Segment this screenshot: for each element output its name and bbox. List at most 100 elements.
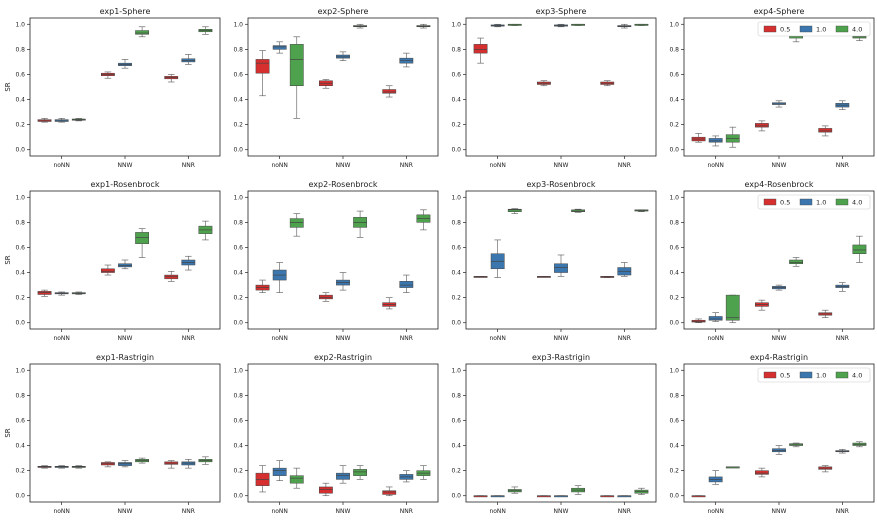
box-1.0-NNW bbox=[554, 495, 568, 498]
y-tick-label: 0.8 bbox=[451, 392, 461, 399]
y-tick-label: 0.8 bbox=[233, 219, 243, 226]
box-1.0-noNN bbox=[54, 291, 69, 296]
y-tick-label: 0.8 bbox=[15, 392, 25, 399]
box-4.0-NNR bbox=[634, 209, 649, 212]
box-4.0-NNR bbox=[852, 441, 867, 448]
subplot-exp4-Sphere: exp4-Sphere 0.0 0.2 0.4 0.6 0.8 1.0 noNN NNW NNR 0… bbox=[669, 7, 875, 169]
x-tick-label: NNR bbox=[836, 162, 849, 169]
x-tick-label: noNN bbox=[271, 335, 287, 342]
legend-label-1.0: 1.0 bbox=[816, 372, 826, 380]
box-0.5-NNR bbox=[382, 85, 397, 98]
y-tick-label: 0.0 bbox=[669, 147, 679, 154]
box-1.0-noNN bbox=[490, 495, 505, 498]
box-4.0-noNN bbox=[71, 291, 86, 295]
x-tick-label: NNW bbox=[118, 335, 133, 342]
x-tick-label: NNR bbox=[400, 508, 413, 515]
x-tick-label: noNN bbox=[707, 508, 723, 515]
y-tick-label: 1.0 bbox=[233, 21, 243, 28]
box-4.0-noNN bbox=[507, 23, 522, 26]
subplot-exp2-Rosenbrock: exp2-Rosenbrock 0.0 0.2 0.4 0.6 0.8 1.0 noNN NNW… bbox=[233, 180, 439, 342]
plot-frame bbox=[29, 190, 221, 330]
box-1.0-NNW bbox=[554, 254, 568, 277]
box-0.5-NNR bbox=[382, 486, 397, 497]
x-tick-label: noNN bbox=[489, 508, 505, 515]
y-tick-label: 0.0 bbox=[669, 320, 679, 327]
legend: 0.5 1.0 4.0 bbox=[757, 21, 871, 37]
box-0.5-NNR bbox=[164, 270, 179, 282]
y-tick-label: 0.4 bbox=[669, 270, 679, 277]
legend-label-4.0: 4.0 bbox=[852, 26, 862, 34]
x-tick-label: NNW bbox=[554, 162, 569, 169]
y-tick-label: 0.4 bbox=[451, 270, 461, 277]
box-body bbox=[255, 59, 270, 74]
box-4.0-NNW bbox=[135, 228, 149, 258]
box-4.0-NNR bbox=[198, 220, 213, 241]
y-tick-label: 0.6 bbox=[669, 71, 679, 78]
box-1.0-noNN bbox=[708, 470, 723, 485]
y-tick-label: 1.0 bbox=[15, 367, 25, 374]
plot-frame bbox=[465, 190, 657, 330]
box-1.0-NNR bbox=[181, 459, 196, 469]
box-body bbox=[336, 472, 350, 480]
plot-frame bbox=[247, 363, 439, 503]
box-0.5-NNR bbox=[600, 495, 615, 498]
box-body bbox=[289, 44, 304, 86]
box-body bbox=[272, 45, 287, 50]
subplot-exp4-Rastrigin: exp4-Rastrigin 0.0 0.2 0.4 0.6 0.8 1.0 noNN NNW N… bbox=[669, 353, 875, 515]
legend-frame bbox=[757, 21, 871, 37]
plot-frame bbox=[247, 190, 439, 330]
box-1.0-noNN bbox=[490, 23, 505, 28]
box-4.0-noNN bbox=[289, 467, 304, 489]
box-1.0-noNN bbox=[708, 135, 723, 147]
box-body bbox=[725, 294, 740, 321]
box-1.0-NNW bbox=[772, 284, 786, 291]
box-body bbox=[708, 316, 723, 321]
y-tick-label: 0.8 bbox=[15, 219, 25, 226]
box-body bbox=[289, 475, 304, 484]
box-4.0-NNR bbox=[416, 23, 431, 29]
box-0.5-NNW bbox=[101, 264, 115, 276]
box-4.0-NNR bbox=[634, 487, 649, 495]
box-1.0-NNR bbox=[399, 274, 414, 293]
box-4.0-NNW bbox=[571, 485, 586, 495]
box-body bbox=[319, 486, 333, 494]
x-tick-label: NNR bbox=[618, 508, 631, 515]
y-tick-label: 0.0 bbox=[451, 493, 461, 500]
y-tick-label: 0.0 bbox=[15, 147, 25, 154]
box-4.0-NNW bbox=[353, 210, 368, 238]
box-body bbox=[554, 263, 568, 273]
y-tick-label: 0.6 bbox=[15, 417, 25, 424]
box-0.5-NNW bbox=[755, 299, 769, 311]
box-1.0-NNR bbox=[399, 52, 414, 68]
box-0.5-noNN bbox=[691, 495, 706, 498]
x-tick-label: NNR bbox=[836, 335, 849, 342]
subplot-exp3-Rosenbrock: exp3-Rosenbrock 0.0 0.2 0.4 0.6 0.8 1.0 noNN NNW… bbox=[451, 180, 657, 342]
box-body bbox=[852, 244, 867, 254]
box-4.0-noNN bbox=[725, 294, 740, 324]
legend-label-0.5: 0.5 bbox=[780, 199, 790, 207]
box-0.5-NNW bbox=[319, 79, 333, 89]
box-4.0-NNW bbox=[353, 465, 368, 480]
x-tick-label: NNR bbox=[400, 162, 413, 169]
y-tick-label: 0.2 bbox=[669, 295, 679, 302]
box-0.5-noNN bbox=[473, 495, 488, 498]
subplot-title: exp2-Rastrigin bbox=[314, 353, 372, 362]
y-tick-label: 0.4 bbox=[15, 97, 25, 104]
x-tick-label: NNR bbox=[618, 162, 631, 169]
y-tick-label: 0.8 bbox=[669, 46, 679, 53]
box-0.5-NNR bbox=[600, 276, 615, 278]
y-tick-label: 1.0 bbox=[669, 21, 679, 28]
box-0.5-NNR bbox=[818, 465, 833, 473]
y-tick-label: 0.4 bbox=[451, 443, 461, 450]
y-tick-label: 0.8 bbox=[451, 219, 461, 226]
legend-label-4.0: 4.0 bbox=[852, 199, 862, 207]
subplot-title: exp3-Rastrigin bbox=[532, 353, 590, 362]
subplot-title: exp2-Sphere bbox=[318, 7, 369, 16]
legend-label-4.0: 4.0 bbox=[852, 372, 862, 380]
y-tick-label: 0.0 bbox=[233, 320, 243, 327]
box-1.0-NNW bbox=[118, 460, 132, 468]
box-0.5-NNR bbox=[818, 309, 833, 319]
x-tick-label: noNN bbox=[53, 508, 69, 515]
box-1.0-NNW bbox=[336, 51, 350, 61]
box-0.5-NNR bbox=[382, 297, 397, 310]
